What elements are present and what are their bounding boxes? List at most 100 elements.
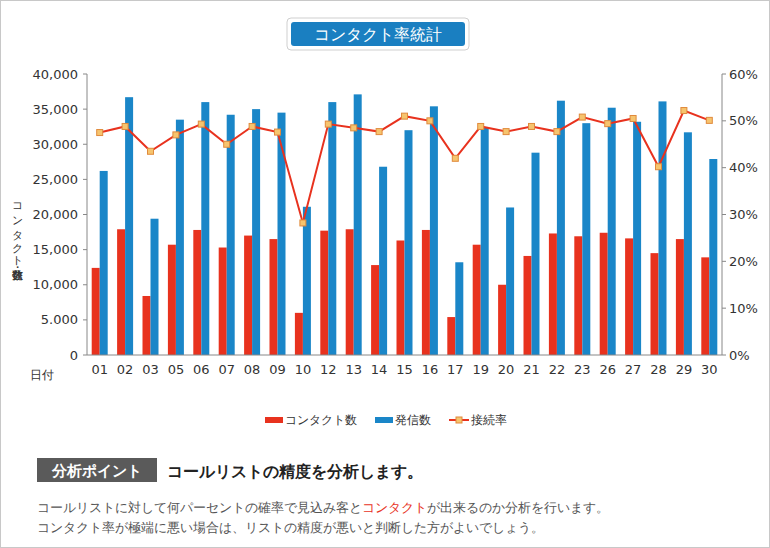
bar: [397, 240, 405, 355]
x-axis: [87, 355, 722, 356]
marker: [148, 148, 154, 154]
y2-tick-label: 60%: [729, 67, 758, 82]
bar: [328, 102, 336, 355]
bar: [270, 239, 278, 355]
paragraph-line: コールリストに対して何パーセントの確率で見込み客とコンタクトが出来るのか分析を行…: [37, 500, 609, 515]
marker: [300, 220, 306, 226]
title-frame: [287, 18, 469, 50]
heading: コールリストの精度を分析します。: [167, 462, 423, 481]
x-tick-label: 29: [676, 362, 693, 377]
x-tick-label: 06: [193, 362, 210, 377]
label-box: [37, 458, 157, 482]
y-tick-label: 5.000: [41, 312, 78, 327]
marker: [503, 129, 509, 135]
bar: [151, 219, 159, 355]
x-tick-label: 27: [625, 362, 642, 377]
y-tick-label: 0: [70, 348, 78, 363]
x-tick-label: 19: [472, 362, 489, 377]
x-tick-label: 23: [574, 362, 591, 377]
y-tick: [83, 74, 87, 75]
y-tick: [83, 319, 87, 320]
y-tick-label: 20,000: [33, 207, 79, 222]
y-tick: [83, 144, 87, 145]
marker: [325, 121, 331, 127]
marker: [122, 123, 128, 129]
x-tick-label: 13: [345, 362, 362, 377]
bar: [430, 106, 438, 355]
marker: [529, 123, 535, 129]
plot-area: [92, 94, 718, 355]
bar: [405, 130, 413, 355]
y2-tick-label: 40%: [729, 160, 758, 175]
line: [100, 111, 710, 223]
bar: [371, 265, 379, 355]
marker: [198, 121, 204, 127]
y2-tick: [722, 261, 726, 262]
marker: [351, 125, 357, 131]
x-tick-label: 10: [295, 362, 312, 377]
x-tick-label: 20: [498, 362, 515, 377]
y-tick: [83, 179, 87, 180]
marker: [427, 118, 433, 124]
text-segment: コンタクト率が極端に悪い場合は、リストの精度が悪いと判断した方がよいでしょう。: [37, 520, 544, 535]
bar: [709, 159, 717, 355]
marker: [579, 114, 585, 120]
legend-swatch: [265, 417, 283, 423]
bar: [524, 256, 532, 355]
text-segment: コンタクト: [362, 500, 427, 515]
x-tick-label: 14: [371, 362, 388, 377]
x-tick-label: 01: [91, 362, 108, 377]
x-tick-label: 22: [549, 362, 566, 377]
legend-swatch: [456, 417, 462, 423]
marker: [656, 164, 662, 170]
bar: [506, 207, 514, 355]
bar: [481, 127, 489, 355]
bar: [498, 285, 506, 355]
bar: [219, 248, 227, 355]
bar: [557, 101, 565, 355]
bar: [608, 108, 616, 355]
bar: [422, 230, 430, 355]
y2-tick-label: 0%: [729, 348, 750, 363]
marker: [706, 117, 712, 123]
legend-label: コンタクト数: [285, 413, 357, 427]
bar: [176, 120, 184, 355]
y-tick: [83, 109, 87, 110]
title-box: [291, 22, 465, 46]
y-axis-label: コンタクト数・発信数: [11, 196, 24, 281]
paragraph-line: コンタクト率が極端に悪い場合は、リストの精度が悪いと判断した方がよいでしょう。: [37, 520, 544, 535]
x-tick-label: 26: [599, 362, 616, 377]
bar: [354, 94, 362, 355]
bar: [447, 317, 455, 355]
y-tick-label: 30,000: [33, 137, 79, 152]
x-tick-label: 15: [396, 362, 413, 377]
bar: [295, 313, 303, 355]
bar: [625, 238, 633, 355]
bar: [701, 257, 709, 355]
y-tick: [83, 214, 87, 215]
bar: [244, 236, 252, 355]
bar: [574, 236, 582, 355]
bar: [320, 231, 328, 355]
x-tick-label: 16: [422, 362, 439, 377]
bar: [684, 132, 692, 355]
marker: [376, 129, 382, 135]
marker: [630, 115, 636, 121]
y2-tick-label: 10%: [729, 301, 758, 316]
marker: [452, 155, 458, 161]
y-tick-label: 40,000: [33, 67, 79, 82]
x-tick-label: 12: [320, 362, 337, 377]
bar: [676, 239, 684, 355]
x-tick-label: 21: [523, 362, 540, 377]
legend-swatch: [375, 417, 393, 423]
x-tick-label: 03: [142, 362, 159, 377]
x-tick-label: 09: [269, 362, 286, 377]
y2-tick: [722, 120, 726, 121]
y-tick-label: 35,000: [33, 102, 79, 117]
marker: [605, 121, 611, 127]
x-tick-label: 28: [650, 362, 667, 377]
y-tick: [83, 355, 87, 356]
bar: [125, 97, 133, 355]
y2-tick: [722, 167, 726, 168]
x-tick-label: 30: [701, 362, 718, 377]
